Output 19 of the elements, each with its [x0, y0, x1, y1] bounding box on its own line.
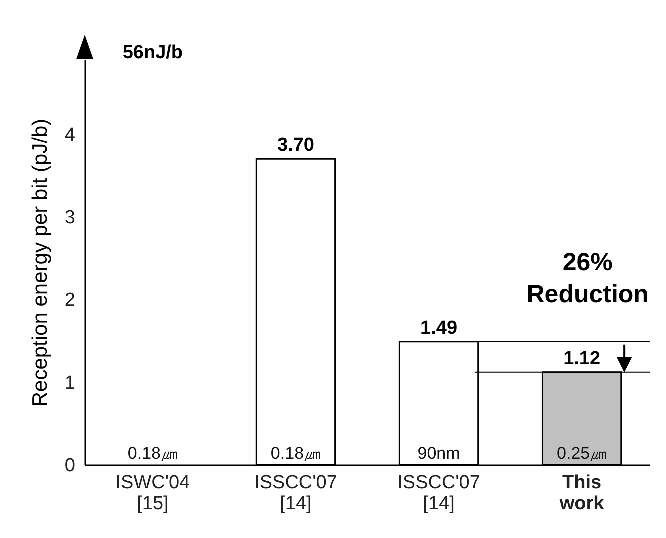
y-tick-label: 0: [64, 456, 76, 476]
annotation: 0.25㎛: [557, 444, 608, 463]
y-axis-title: Reception energy per bit (pJ/b): [28, 118, 52, 408]
data-label: 1.49: [420, 318, 458, 339]
annotation: 0.18㎛: [270, 444, 322, 463]
data-label: 3.70: [277, 135, 314, 156]
x-tick-label: This work: [558, 472, 605, 514]
y-tick-label: 4: [64, 124, 76, 146]
y-tick-label: 1: [64, 372, 76, 394]
text: 56nJ/b: [122, 42, 184, 64]
annotation: 90nm: [418, 444, 460, 463]
x-tick-label: ISWC'04 [15]: [116, 472, 191, 514]
annotation: 26% Reduction: [526, 248, 649, 308]
y-tick-label: 3: [64, 208, 76, 229]
data-label: 1.12: [564, 348, 601, 370]
x-tick-label: ISSCC'07 [14]: [398, 472, 480, 514]
annotation: 0.18㎛: [128, 444, 178, 463]
y-tick-label: 2: [64, 290, 76, 312]
x-tick-label: ISSCC'07 [14]: [254, 472, 338, 514]
